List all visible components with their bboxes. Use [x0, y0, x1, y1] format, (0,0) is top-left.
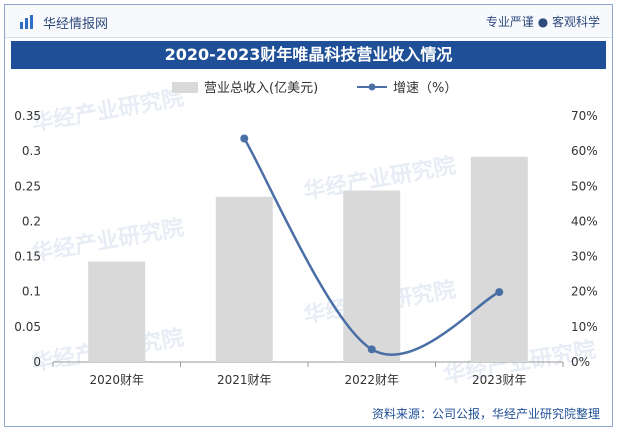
revenue-bar — [88, 261, 146, 362]
top-bar: 华经情报网 专业严谨 ● 客观科学 — [5, 5, 612, 38]
legend: 营业总收入(亿美元) 增速（%） — [172, 81, 457, 96]
slogan: 专业严谨 ● 客观科学 — [485, 15, 600, 29]
y-tick-label: 0.3 — [22, 144, 41, 158]
y2-tick-label: 60% — [571, 144, 598, 158]
axes: 0 0.05 0.1 0.15 0.2 0.25 0.3 0.35 0% 10% 20% 30% 40%… — [14, 109, 597, 387]
legend-bar-label: 营业总收入(亿美元) — [204, 81, 318, 96]
legend-bar-swatch — [172, 82, 198, 93]
y2-tick-label: 10% — [571, 320, 598, 334]
growth-point — [495, 288, 504, 297]
x-tick-label: 2022财年 — [344, 373, 399, 387]
y-tick-label: 0 — [33, 355, 41, 369]
revenue-bar — [470, 156, 528, 362]
growth-point — [367, 345, 376, 354]
logo-icon — [20, 15, 33, 29]
chart-frame: 华经情报网 专业严谨 ● 客观科学 2020-2023财年唯晶科技营业收入情况 … — [4, 4, 613, 427]
y2-tick-label: 0% — [571, 355, 590, 369]
y2-tick-label: 40% — [571, 214, 598, 228]
legend-line-label: 增速（%） — [393, 81, 457, 96]
x-tick-label: 2023财年 — [472, 373, 527, 387]
y-tick-label: 0.35 — [14, 109, 41, 123]
y2-tick-label: 20% — [571, 285, 598, 299]
revenue-bar — [343, 190, 401, 362]
y-tick-label: 0.15 — [14, 250, 41, 264]
y-tick-label: 0.25 — [14, 179, 41, 193]
chart-title: 2020-2023财年唯晶科技营业收入情况 — [11, 41, 606, 69]
revenue-bar — [215, 196, 273, 362]
watermark-text: 华经产业研究院 — [30, 215, 186, 267]
growth-point — [240, 134, 249, 143]
source-note: 资料来源：公司公报，华经产业研究院整理 — [371, 407, 600, 421]
x-tick-label: 2021财年 — [217, 373, 272, 387]
y-tick-label: 0.2 — [22, 214, 41, 228]
y2-tick-label: 70% — [571, 109, 598, 123]
legend-line-marker — [368, 83, 376, 91]
chart-svg: 华经产业研究院华经产业研究院华经产业研究院华经产业研究院华经产业研究院华经产业研… — [14, 81, 597, 389]
growth-line-series — [240, 134, 504, 356]
y2-tick-label: 50% — [571, 179, 598, 193]
y2-tick-label: 30% — [571, 250, 598, 264]
x-tick-label: 2020财年 — [89, 373, 144, 387]
y-tick-label: 0.1 — [22, 285, 41, 299]
brand-name: 华经情报网 — [43, 17, 109, 32]
watermark-text: 华经产业研究院 — [30, 85, 186, 137]
y-tick-label: 0.05 — [14, 320, 41, 334]
